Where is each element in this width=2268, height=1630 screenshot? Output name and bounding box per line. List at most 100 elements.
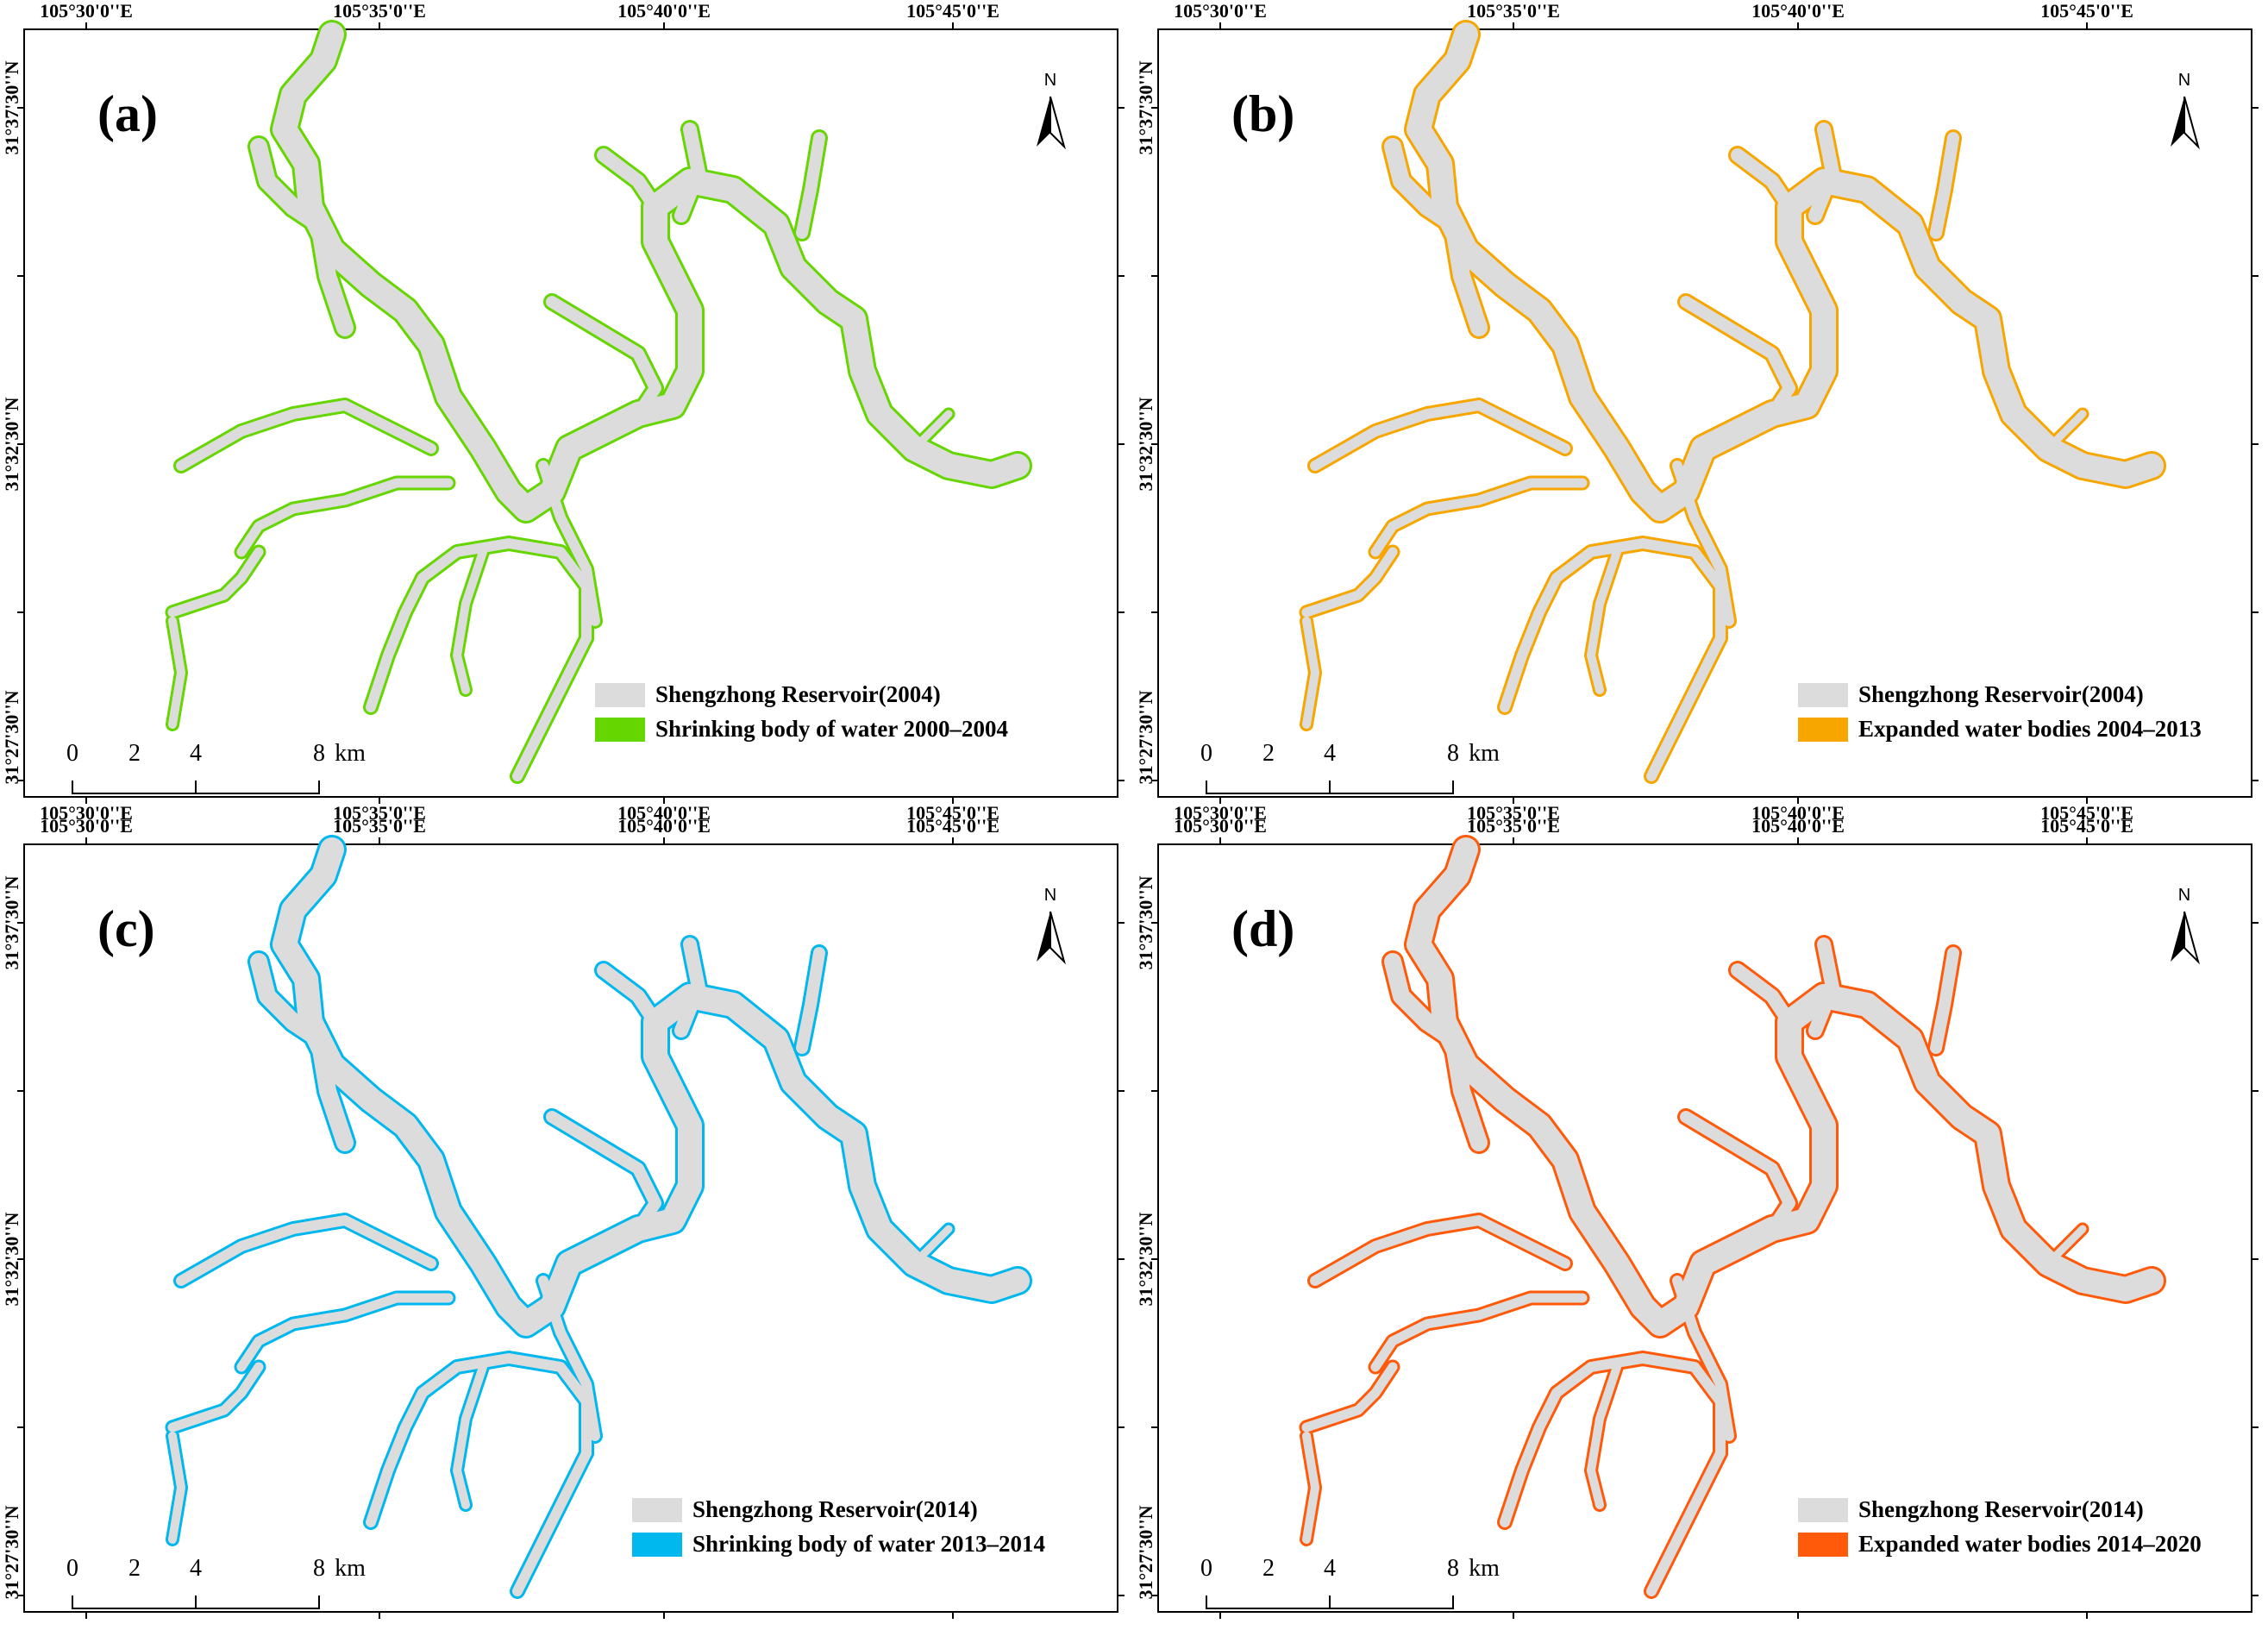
map-frame	[17, 20, 1125, 804]
lon-label: 105°35'0''E	[333, 815, 426, 837]
reservoir-branch	[512, 633, 592, 781]
reservoir-branch	[674, 937, 705, 1038]
lon-label: 105°30'0''E	[1174, 0, 1267, 22]
reservoir-branch	[366, 538, 592, 712]
reservoir-branch	[1301, 547, 1398, 618]
reservoir-branch	[1587, 1363, 1621, 1509]
scale-tick: 2	[128, 1555, 141, 1582]
reservoir-branch	[597, 148, 662, 214]
reservoir-branch	[1672, 461, 1734, 626]
lon-label: 105°30'0''E	[1174, 815, 1267, 837]
panel-label: (a)	[97, 85, 158, 142]
reservoir-shape	[1299, 835, 2166, 1599]
north-label: N	[1043, 71, 1057, 90]
scale-tick: 4	[1324, 1555, 1336, 1582]
reservoir-branch	[1500, 538, 1726, 712]
scale-tick: 0	[66, 740, 78, 767]
reservoir-branch	[597, 963, 662, 1029]
reservoir-branch	[1587, 548, 1621, 694]
legend-swatch	[1798, 1532, 1848, 1557]
legend-swatch	[1798, 717, 1848, 742]
reservoir-branch	[236, 1293, 454, 1372]
legend-text: Expanded water bodies 2004–2013	[1858, 716, 2202, 742]
scale-unit: km	[335, 740, 366, 767]
lat-label: 31°32'30''N	[1135, 1212, 1156, 1307]
lat-label: 31°37'30''N	[1, 60, 22, 155]
reservoir-branch	[250, 138, 354, 336]
lon-label: 105°40'0''E	[1751, 0, 1845, 22]
lon-label: 105°45'0''E	[2040, 0, 2133, 22]
map-panel-b: 105°30'0''E 105°35'0''E 105°40'0''E 105°…	[1134, 0, 2268, 824]
panel-label: (c)	[97, 900, 155, 957]
north-arrow-icon	[2171, 96, 2200, 150]
reservoir-branch	[1302, 1432, 1319, 1544]
map-frame	[1151, 20, 2259, 804]
scale-bar	[1206, 781, 1454, 794]
map-border	[23, 28, 1118, 798]
reservoir-branch	[236, 478, 454, 557]
reservoir-layer	[1301, 837, 2164, 1596]
scale-unit: km	[335, 1555, 366, 1582]
reservoir-layer	[167, 22, 1030, 781]
reservoir-branch	[2044, 1225, 2087, 1268]
lon-label: 105°35'0''E	[1467, 815, 1560, 837]
reservoir-branch	[176, 1215, 436, 1286]
reservoir-branch	[1500, 1353, 1726, 1527]
north-arrow: N	[2167, 71, 2202, 150]
lon-label: 105°35'0''E	[1467, 0, 1560, 22]
lon-label: 105°35'0''E	[333, 0, 426, 22]
lat-label: 31°37'30''N	[1135, 60, 1156, 155]
scale-tick: 0	[1200, 1555, 1212, 1582]
graticule-ticks	[17, 22, 1125, 804]
reservoir-branch	[1384, 953, 1488, 1151]
lat-label: 31°37'30''N	[1, 875, 22, 970]
north-label: N	[2177, 886, 2191, 905]
scale-tick: 8	[313, 1555, 325, 1582]
legend-swatch	[632, 1497, 682, 1522]
north-label: N	[2177, 71, 2191, 90]
north-arrow: N	[2167, 886, 2202, 965]
reservoir-branch	[538, 1276, 600, 1441]
legend-item-change: Expanded water bodies 2014–2020	[1798, 1531, 2202, 1558]
lat-label: 31°27'30''N	[1135, 690, 1156, 785]
reservoir-shape	[165, 20, 1032, 784]
lon-label: 105°45'0''E	[906, 0, 999, 22]
legend-text: Shengzhong Reservoir(2014)	[692, 1496, 978, 1522]
reservoir-branch	[796, 947, 825, 1054]
map-frame	[1151, 835, 2259, 1619]
reservoir-branch	[1808, 937, 1839, 1038]
legend-text: Shengzhong Reservoir(2004)	[655, 681, 941, 707]
lon-label: 105°45'0''E	[2040, 815, 2133, 837]
reservoir-branch	[1301, 1362, 1398, 1433]
legend-item-change: Shrinking body of water 2013–2014	[632, 1531, 1045, 1558]
reservoir-branch	[1310, 1215, 1570, 1286]
reservoir-branch	[546, 1111, 661, 1235]
lon-label: 105°45'0''E	[906, 802, 999, 824]
north-arrow: N	[1033, 71, 1068, 150]
reservoir-branch	[176, 400, 436, 471]
legend-text: Shengzhong Reservoir(2004)	[1858, 681, 2144, 707]
lat-label: 31°27'30''N	[1135, 1505, 1156, 1600]
reservoir-branch	[1384, 138, 1488, 336]
north-arrow-icon	[1037, 911, 1066, 965]
lat-label: 31°27'30''N	[1, 1505, 22, 1600]
lat-label: 31°32'30''N	[1, 397, 22, 492]
legend-text: Expanded water bodies 2014–2020	[1858, 1531, 2202, 1557]
north-arrow-icon	[2171, 911, 2200, 965]
north-arrow: N	[1033, 886, 1068, 965]
reservoir-branch	[453, 1363, 487, 1509]
lat-label: 31°37'30''N	[1135, 875, 1156, 970]
reservoir-layer	[1301, 22, 2164, 781]
lon-label: 105°40'0''E	[1751, 815, 1845, 837]
reservoir-branch	[546, 296, 661, 420]
lon-label: 105°30'0''E	[1174, 802, 1267, 824]
reservoir-branch	[910, 1225, 953, 1268]
north-arrow-icon	[1037, 96, 1066, 150]
scale-tick: 8	[1447, 740, 1459, 767]
scale-tick: 8	[1447, 1555, 1459, 1582]
legend-swatch	[595, 717, 645, 742]
lon-label: 105°30'0''E	[40, 0, 133, 22]
reservoir-branch	[1672, 1276, 1734, 1441]
lon-label: 105°40'0''E	[617, 0, 711, 22]
lat-label: 31°32'30''N	[1135, 397, 1156, 492]
